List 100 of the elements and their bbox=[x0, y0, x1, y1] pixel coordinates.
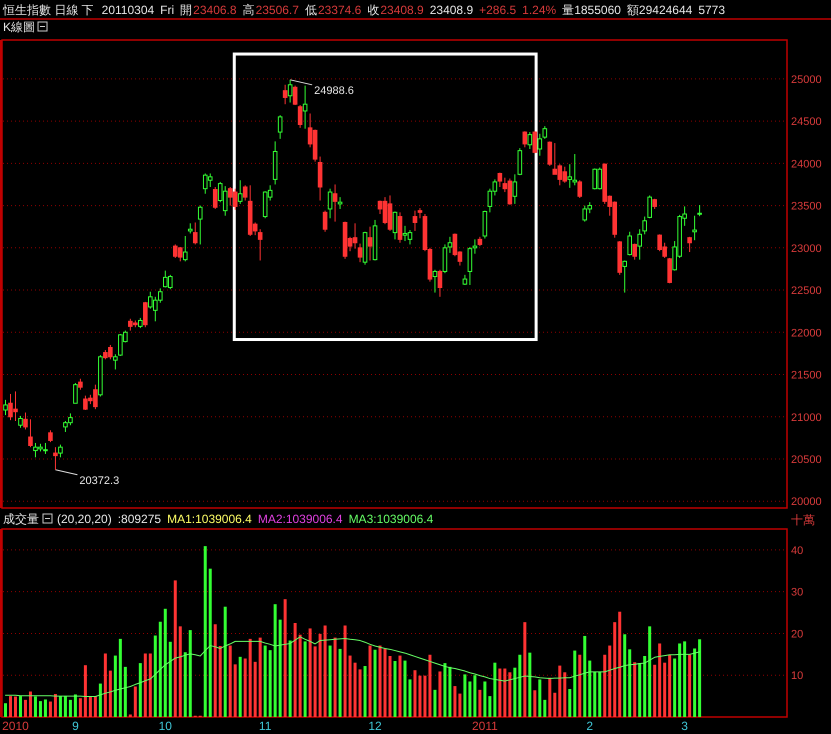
bar bbox=[348, 656, 352, 717]
bar bbox=[24, 700, 27, 717]
bar bbox=[244, 658, 247, 717]
candlestick bbox=[448, 236, 452, 254]
y-tick-label: 23500 bbox=[791, 200, 822, 213]
bar bbox=[118, 638, 122, 717]
bar bbox=[438, 671, 442, 717]
bar bbox=[538, 679, 542, 717]
bar bbox=[58, 696, 62, 717]
candlestick bbox=[238, 180, 242, 204]
candlestick bbox=[697, 204, 702, 217]
candlestick bbox=[368, 226, 372, 261]
bar bbox=[608, 646, 612, 717]
bar bbox=[643, 656, 646, 717]
bar bbox=[164, 608, 167, 717]
bar bbox=[354, 662, 357, 717]
text: MA1:1039006.4 bbox=[167, 512, 252, 526]
x-tick-label: 2011 bbox=[472, 719, 498, 733]
text: 收 bbox=[367, 3, 380, 17]
text: 23408.9 bbox=[380, 3, 424, 17]
text: 23374.6 bbox=[318, 3, 362, 17]
bar bbox=[368, 646, 372, 717]
candlestick bbox=[292, 85, 298, 106]
bar bbox=[224, 606, 227, 717]
candlestick bbox=[192, 222, 198, 245]
bar bbox=[488, 696, 492, 717]
bar bbox=[578, 654, 582, 717]
bar bbox=[148, 654, 152, 717]
bar bbox=[328, 646, 332, 717]
bar bbox=[178, 626, 182, 717]
y-axis-title: 十萬 bbox=[791, 513, 815, 527]
candlestick bbox=[358, 243, 362, 263]
bar bbox=[473, 675, 476, 717]
bar bbox=[498, 668, 502, 717]
text: 低 bbox=[304, 3, 317, 17]
text: MA2:1039006.4 bbox=[258, 512, 343, 526]
candlestick bbox=[18, 415, 23, 428]
bar bbox=[648, 626, 652, 717]
y-tick-label: 20000 bbox=[791, 496, 822, 508]
y-tick-label: 30 bbox=[791, 586, 804, 599]
bar bbox=[234, 664, 237, 717]
y-tick-label: 10 bbox=[791, 670, 804, 682]
bar bbox=[64, 696, 67, 717]
candlestick bbox=[627, 231, 632, 256]
bar bbox=[598, 672, 602, 717]
bar bbox=[298, 634, 302, 717]
candlestick bbox=[532, 130, 538, 154]
chart-title: 成交量 bbox=[3, 512, 39, 526]
x-tick-label: 9 bbox=[72, 719, 80, 733]
y-tick-label: 23000 bbox=[791, 242, 822, 255]
bar bbox=[338, 648, 342, 717]
bar bbox=[638, 663, 642, 717]
candlestick bbox=[242, 184, 248, 202]
y-tick-label: 21000 bbox=[791, 412, 822, 424]
bar bbox=[418, 676, 422, 717]
text: +286.5 bbox=[479, 3, 516, 17]
bar bbox=[274, 604, 277, 717]
bar bbox=[358, 669, 362, 717]
bar bbox=[38, 701, 42, 717]
candlestick bbox=[632, 243, 637, 260]
bar bbox=[618, 612, 622, 717]
candlestick bbox=[478, 236, 482, 247]
text: MA3:1039006.4 bbox=[348, 512, 434, 526]
candlestick bbox=[438, 269, 442, 298]
bar bbox=[518, 654, 522, 717]
text: (20,20,20) bbox=[57, 512, 112, 526]
candlestick bbox=[518, 148, 522, 176]
bar bbox=[228, 646, 232, 717]
bar bbox=[633, 662, 636, 717]
bar bbox=[288, 640, 292, 717]
bar bbox=[398, 656, 402, 717]
bar bbox=[503, 668, 506, 717]
bar bbox=[463, 674, 466, 717]
y-tick-label: 24000 bbox=[791, 158, 822, 170]
y-tick-label: 20 bbox=[791, 628, 804, 640]
bar bbox=[658, 643, 662, 717]
candlestick bbox=[138, 317, 143, 329]
x-tick-label: 10 bbox=[158, 719, 172, 733]
bar bbox=[553, 692, 556, 717]
bar bbox=[8, 696, 12, 717]
candlestick bbox=[622, 260, 628, 294]
bar bbox=[218, 646, 222, 717]
bar bbox=[508, 672, 512, 717]
candlestick bbox=[642, 216, 647, 235]
bar bbox=[408, 679, 412, 717]
text: 20110304 bbox=[102, 3, 154, 17]
bar bbox=[543, 700, 546, 717]
bar bbox=[294, 623, 297, 717]
bar bbox=[678, 643, 682, 717]
bar bbox=[403, 660, 406, 717]
y-tick-label: 25000 bbox=[791, 74, 822, 86]
bar bbox=[394, 661, 396, 717]
bar bbox=[493, 662, 496, 717]
bar bbox=[344, 626, 347, 717]
bar bbox=[568, 689, 572, 717]
candlestick bbox=[332, 184, 338, 222]
bar bbox=[388, 656, 392, 717]
chart-title: 恒生指數 日線 下 bbox=[2, 3, 94, 17]
bar bbox=[688, 654, 692, 717]
bar bbox=[154, 636, 157, 717]
